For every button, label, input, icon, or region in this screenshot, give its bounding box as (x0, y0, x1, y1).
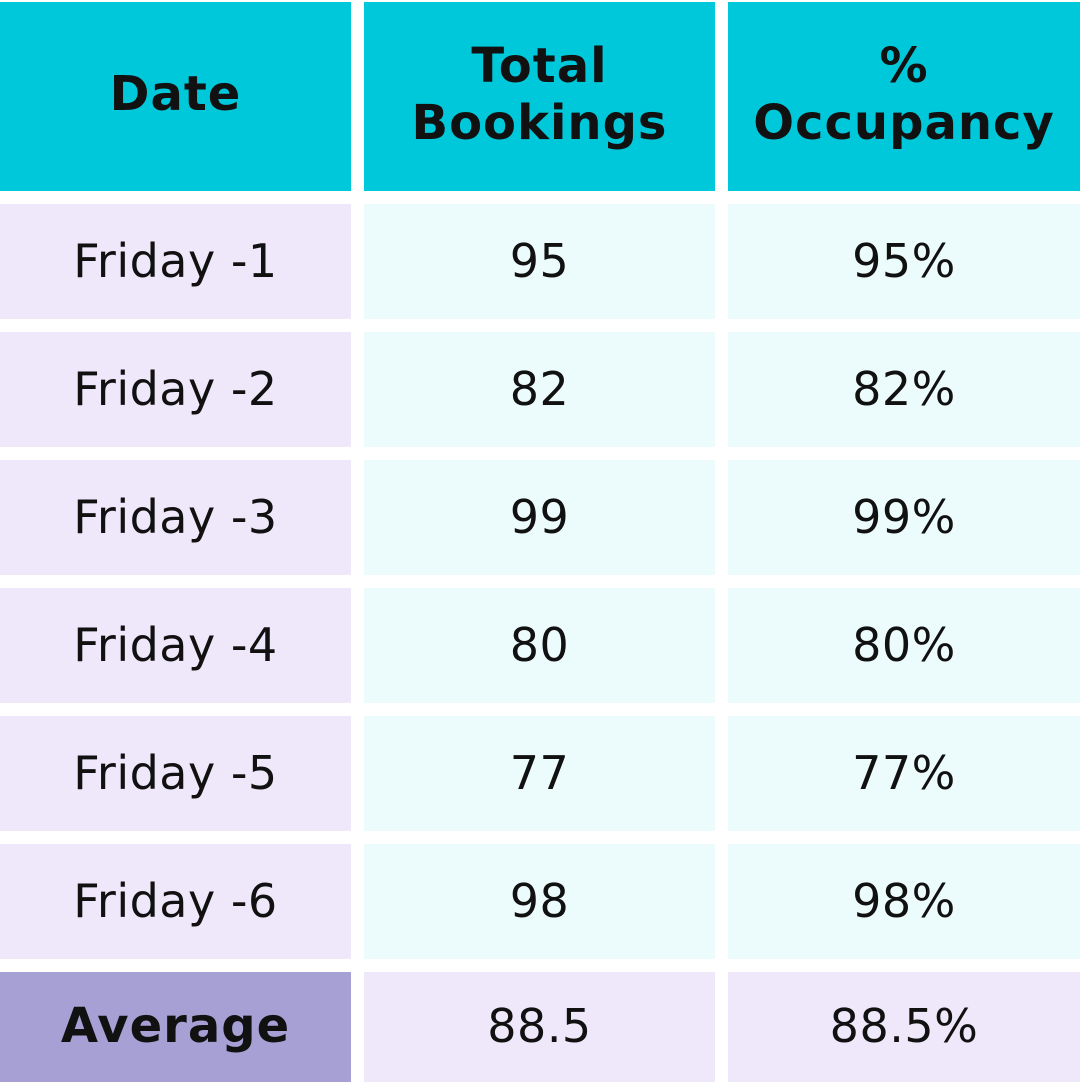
row-2-occupancy: 82% (728, 332, 1080, 447)
average-label: Average (0, 972, 351, 1082)
average-occupancy: 88.5% (728, 972, 1080, 1082)
row-4-bookings: 80 (364, 588, 715, 703)
header-occupancy-label: % Occupancy (753, 37, 1055, 151)
row-1-occupancy: 95% (728, 204, 1080, 319)
row-5-bookings: 77 (364, 716, 715, 831)
row-5-date: Friday -5 (0, 716, 351, 831)
row-1-date: Friday -1 (0, 204, 351, 319)
header-date-label: Date (109, 66, 242, 123)
row-3-date: Friday -3 (0, 460, 351, 575)
row-1-bookings: 95 (364, 204, 715, 319)
row-4-date: Friday -4 (0, 588, 351, 703)
row-3-bookings: 99 (364, 460, 715, 575)
row-6-occupancy: 98% (728, 844, 1080, 959)
row-2-date: Friday -2 (0, 332, 351, 447)
row-5-occupancy: 77% (728, 716, 1080, 831)
row-3-occupancy: 99% (728, 460, 1080, 575)
header-date: Date (0, 2, 351, 191)
header-occupancy: % Occupancy (728, 2, 1080, 191)
row-2-bookings: 82 (364, 332, 715, 447)
average-bookings: 88.5 (364, 972, 715, 1082)
row-6-bookings: 98 (364, 844, 715, 959)
row-4-occupancy: 80% (728, 588, 1080, 703)
header-total-bookings-label: Total Bookings (411, 37, 668, 151)
row-6-date: Friday -6 (0, 844, 351, 959)
header-total-bookings: Total Bookings (364, 2, 715, 191)
